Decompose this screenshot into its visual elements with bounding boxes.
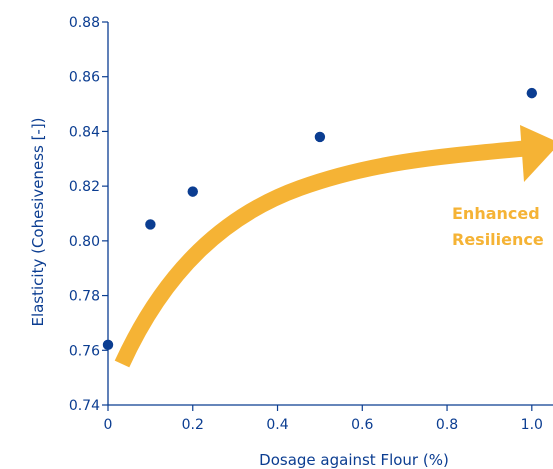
- trend-arrow-layer: [114, 125, 553, 368]
- y-tick-label: 0.86: [69, 70, 100, 86]
- trend-arrow-shaft: [114, 140, 531, 368]
- x-tick-label: 0.8: [436, 417, 458, 433]
- labels: Dosage against Flour (%) Elasticity (Coh…: [29, 117, 544, 469]
- data-point: [187, 186, 198, 197]
- y-tick-label: 0.76: [69, 343, 100, 359]
- x-tick-label: 0: [104, 417, 113, 433]
- axes: 0.74 0.76 0.78 0.80 0.82 0.84 0.86 0.88 0 0.2 0.4 0…: [69, 15, 553, 433]
- y-tick-label: 0.84: [69, 124, 100, 140]
- x-axis-label: Dosage against Flour (%): [259, 451, 449, 469]
- data-point: [526, 87, 538, 99]
- data-point: [314, 131, 326, 143]
- y-tick-label: 0.88: [69, 15, 100, 31]
- x-tick-label: 0.2: [182, 417, 204, 433]
- trend-arrow-head: [520, 125, 553, 182]
- y-tick-label: 0.78: [69, 289, 100, 305]
- x-tick-label: 1.0: [521, 417, 543, 433]
- y-axis-label: Elasticity (Cohesiveness [-]): [29, 117, 47, 326]
- annotation-line-1: Enhanced: [452, 204, 540, 223]
- y-tick-label: 0.80: [69, 234, 100, 250]
- x-tick-label: 0.4: [266, 417, 288, 433]
- data-point: [145, 219, 156, 230]
- annotation-line-2: Resilience: [452, 230, 544, 249]
- y-tick-label: 0.82: [69, 179, 100, 195]
- data-points: [102, 87, 538, 351]
- data-point: [102, 339, 114, 351]
- x-tick-label: 0.6: [351, 417, 373, 433]
- y-tick-label: 0.74: [69, 398, 100, 414]
